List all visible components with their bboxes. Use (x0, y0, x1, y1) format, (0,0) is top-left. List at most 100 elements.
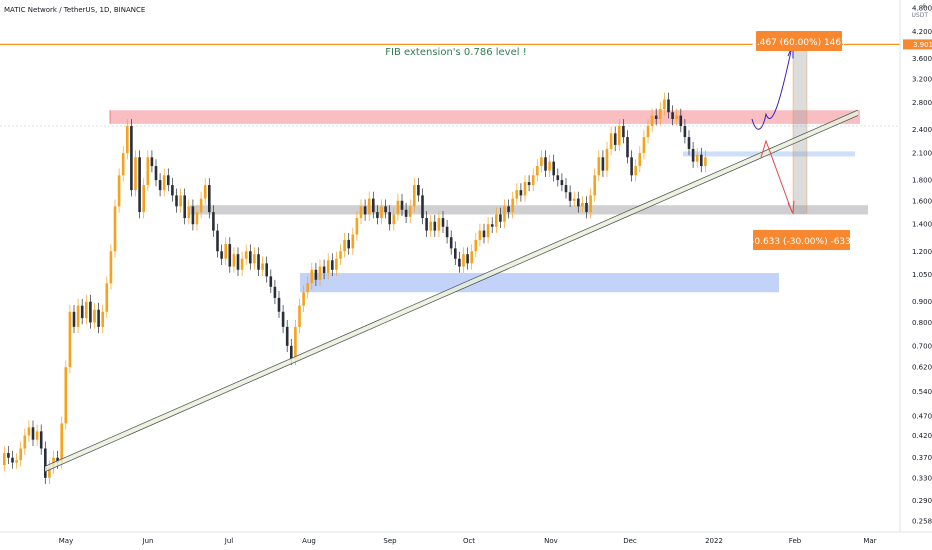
candle-body (511, 198, 514, 213)
candle-body (663, 99, 666, 109)
candle-body (355, 218, 359, 235)
candle-body (310, 269, 314, 284)
candle-body (318, 266, 322, 280)
time-tick-label: Dec (623, 537, 637, 545)
candle-body (23, 435, 27, 449)
candle-body (626, 137, 629, 158)
candle-body (31, 427, 35, 440)
candle-body (105, 283, 109, 312)
price-tick-label: 2.800 (912, 99, 932, 107)
candle-body (577, 198, 580, 207)
candle-body (630, 157, 633, 176)
candle-body (175, 195, 178, 207)
candle-body (150, 157, 154, 167)
candle-body (19, 448, 22, 461)
price-tick-label: 1.050 (912, 271, 932, 279)
candle-body (552, 161, 555, 176)
candle-body (109, 251, 113, 284)
candle-body (130, 126, 133, 191)
candle-body (581, 202, 584, 207)
price-tick-label: 1.800 (912, 177, 932, 185)
candle-body (671, 112, 674, 119)
price-tick-label: 1.400 (912, 221, 932, 229)
candle-body (408, 206, 412, 217)
candle-body (605, 148, 609, 171)
candle-body (298, 305, 301, 327)
candle-body (544, 157, 547, 171)
candle-body (503, 206, 506, 222)
candles-layer (3, 92, 707, 485)
candle-body (224, 244, 227, 259)
fib-annotation: FIB extension's 0.786 level ! (385, 47, 526, 58)
candle-body (634, 166, 637, 176)
candle-body (564, 185, 568, 193)
candle-body (622, 126, 625, 138)
candle-body (162, 175, 166, 191)
candle-body (249, 251, 252, 264)
candle-body (519, 190, 523, 196)
candle-body (121, 153, 125, 176)
candle-body (654, 115, 658, 119)
candle-body (60, 423, 63, 463)
price-tick-label: 0.330 (912, 474, 932, 482)
time-tick-label: Mar (863, 537, 876, 545)
annotation-layer: FIB extension's 0.786 level ! 1.467 (60.0… (385, 31, 851, 250)
candle-body (601, 157, 605, 171)
price-tick-label: 0.800 (912, 319, 932, 327)
upper-projection-tag (756, 31, 842, 51)
time-tick-label: Jun (142, 537, 154, 545)
trendline-channel-fill (45, 110, 858, 472)
candle-body (138, 157, 141, 213)
candle-body (314, 269, 318, 280)
price-tick-label: 0.540 (912, 388, 932, 396)
candle-body (347, 239, 350, 249)
candle-body (85, 301, 88, 319)
candle-body (3, 453, 6, 465)
candle-body (277, 297, 281, 312)
candle-body (39, 431, 43, 449)
candle-body (232, 254, 236, 267)
candle-body (495, 214, 498, 227)
candle-body (417, 185, 420, 196)
candle-body (44, 448, 47, 478)
time-tick-label: Aug (302, 537, 316, 545)
candle-body (499, 214, 502, 222)
candle-body (11, 457, 14, 463)
candle-body (667, 99, 670, 113)
price-tick-label: 2.400 (912, 126, 932, 134)
candle-body (585, 202, 588, 213)
candle-body (76, 305, 80, 327)
candle-body (101, 311, 104, 327)
candle-body (220, 251, 223, 259)
candle-body (675, 115, 678, 119)
candle-body (56, 457, 59, 463)
candle-body (154, 166, 158, 181)
projection-up-arrow (751, 46, 793, 130)
currency-code: USDT (911, 12, 929, 19)
candle-body (650, 115, 654, 127)
price-tick-label: 1.600 (912, 197, 932, 205)
candle-body (7, 453, 10, 458)
time-tick-label: Jul (224, 537, 234, 545)
candle-body (695, 154, 699, 162)
candle-body (388, 212, 391, 225)
candle-body (593, 175, 596, 196)
candle-body (171, 185, 174, 196)
candle-body (421, 195, 424, 219)
candle-body (376, 212, 379, 219)
candle-body (367, 198, 371, 215)
candle-body (326, 260, 330, 274)
candle-body (683, 126, 687, 138)
candle-body (359, 206, 363, 219)
candle-body (261, 263, 264, 270)
candle-body (97, 309, 100, 327)
candle-body (322, 266, 326, 274)
candle-body (454, 248, 457, 259)
candle-body (240, 258, 244, 270)
candle-body (691, 148, 695, 162)
candle-body (400, 200, 404, 210)
candle-body (372, 198, 375, 213)
candle-body (208, 185, 211, 213)
projection-down-arrowhead (787, 200, 795, 216)
